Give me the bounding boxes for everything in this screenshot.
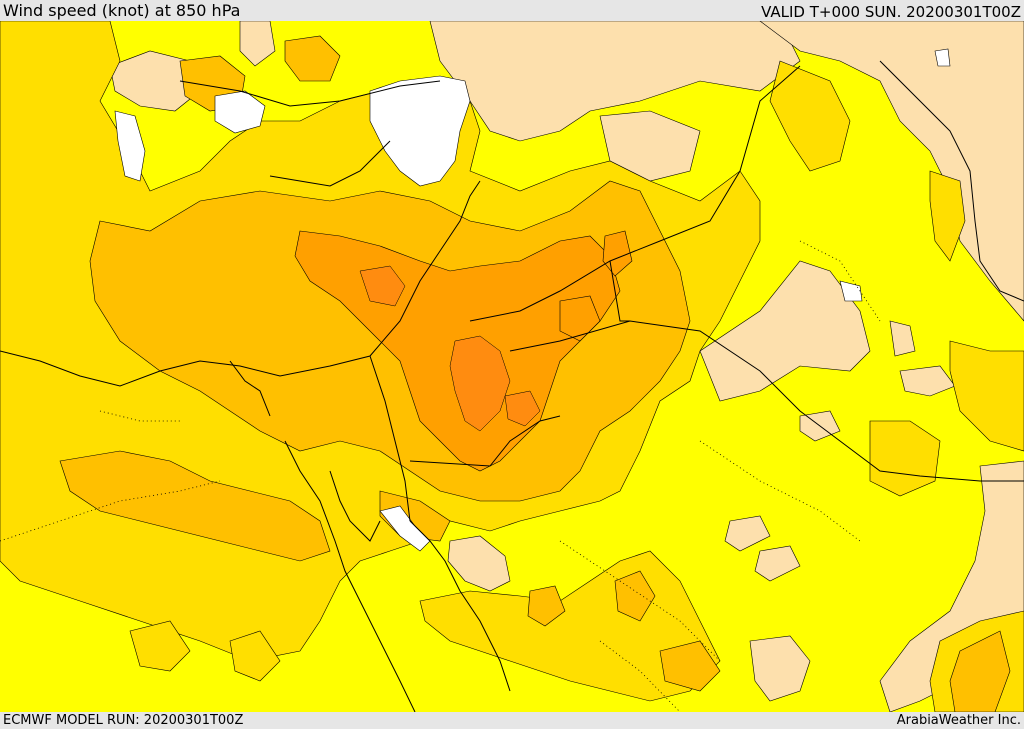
- chart-title: Wind speed (knot) at 850 hPa: [3, 1, 241, 20]
- credit-text: ArabiaWeather Inc.: [896, 713, 1021, 728]
- province-boundaries: [0, 240, 881, 712]
- borders: [0, 60, 1024, 712]
- footer-bar: ECMWF MODEL RUN: 20200301T00Z ArabiaWeat…: [0, 712, 1024, 729]
- model-run: ECMWF MODEL RUN: 20200301T00Z: [3, 713, 244, 728]
- map-canvas: [0, 21, 1024, 712]
- calm-wind-areas: [114, 48, 951, 552]
- wind-speed-map: [0, 21, 1024, 712]
- valid-time: VALID T+000 SUN. 20200301T00Z: [761, 3, 1021, 21]
- header-bar: Wind speed (knot) at 850 hPa VALID T+000…: [0, 0, 1024, 21]
- stronger-wind-areas: [359, 265, 541, 432]
- very-low-wind-areas: [109, 21, 1024, 712]
